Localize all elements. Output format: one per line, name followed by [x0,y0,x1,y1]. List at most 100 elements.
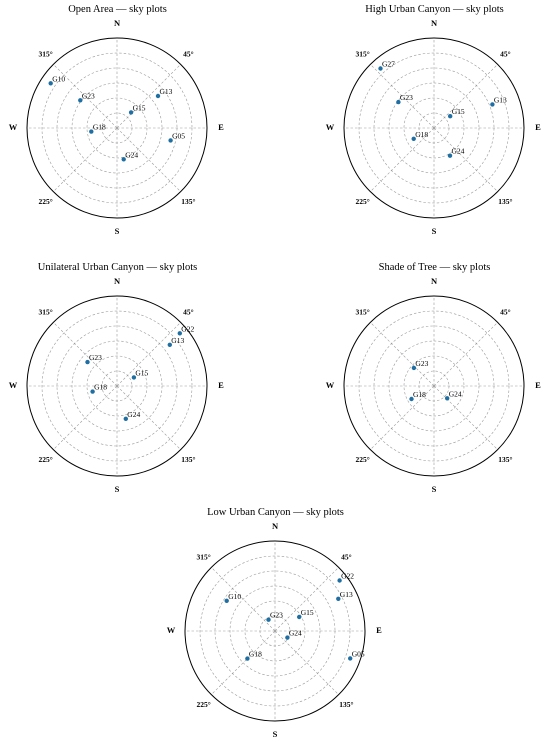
satellite-point [490,102,495,107]
direction-label: W [326,380,335,390]
satellite-point [337,578,342,583]
grid-ring [358,310,510,462]
grid-ring [41,52,193,204]
direction-label: S [432,226,437,236]
direction-label: 45° [183,49,194,58]
satellite-label: G22 [181,324,194,333]
satellite-point [48,81,53,86]
satellite-point [168,138,173,143]
satellite-point [85,359,90,365]
direction-label: S [432,484,437,494]
grid-spoke [116,64,181,129]
grid-spoke [274,567,339,632]
satellite-label: G10 [228,592,241,601]
direction-label: S [273,729,278,739]
satellite-label: G27 [382,60,395,69]
direction-label: W [326,122,335,132]
direction-label: E [376,625,382,635]
direction-label: N [431,18,438,28]
grid-spoke [433,385,498,450]
direction-label: 135° [181,197,195,206]
satellite-label: G23 [82,91,95,100]
satellite-point [177,331,182,336]
satellite-label: G22 [341,572,354,581]
chart-title: High Urban Canyon — sky plots [365,4,504,15]
satellite-point [378,66,383,71]
direction-label: 315° [38,307,52,316]
satellite-point [445,396,450,401]
direction-label: 135° [498,455,512,464]
satellite-point [285,635,290,640]
direction-label: E [218,122,224,132]
satellite-point [396,99,401,105]
sky-plot-unilateral-urban-canyon: Unilateral Urban Canyon — sky plots N 45°… [0,258,235,503]
polar-plot: N 45° E 135° S 225° W 315° G27 G23 G15 G13 G18 G24 [326,18,541,236]
satellite-point [121,157,126,162]
direction-label: 225° [196,700,210,709]
direction-label: N [431,276,438,286]
satellite-point [245,656,250,661]
satellite-point [89,129,94,134]
satellite-label: G23 [270,611,283,620]
direction-label: 45° [500,49,511,58]
satellite-point [411,365,417,371]
satellite-label: G15 [301,608,314,617]
satellite-label: G18 [94,383,107,392]
satellite-point [448,114,453,119]
sky-plot-low-urban-canyon: Low Urban Canyon — sky plots N 45° E 135° S 2… [158,503,393,748]
sky-plot-high-urban-canyon: High Urban Canyon — sky plots N 45° E 135° S… [317,0,550,245]
direction-label: 315° [38,49,52,58]
direction-label: 315° [196,552,210,561]
satellite-point [123,416,128,421]
satellite-label: G18 [249,650,262,659]
satellite-point [297,614,302,620]
direction-label: E [535,380,541,390]
satellite-label: G18 [413,390,426,399]
grid-ring [358,52,510,204]
direction-label: 45° [183,307,194,316]
satellite-label: G13 [494,95,507,104]
satellite-point [224,598,229,603]
direction-label: 135° [498,197,512,206]
horizon-circle [26,295,208,477]
satellite-label: G24 [289,629,302,638]
satellite-label: G13 [340,590,353,599]
grid-spoke [116,322,181,387]
satellite-label: G23 [415,359,428,368]
direction-label: N [272,521,279,531]
grid-ring [41,310,193,462]
grid-spoke [211,630,276,695]
polar-plot: N 45° E 135° S 225° W 315° G22 G13 G23 G15 G18 G24 [9,276,224,494]
grid-spoke [370,322,435,387]
grid-spoke [274,630,339,695]
satellite-point [411,136,416,141]
direction-label: 225° [355,197,369,206]
chart-title: Open Area — sky plots [68,4,167,15]
satellite-point [409,396,414,402]
satellite-label: G24 [125,150,138,159]
direction-label: 225° [38,455,52,464]
satellite-label: G18 [93,123,106,132]
grid-spoke [53,322,118,387]
satellite-label: G23 [400,93,413,102]
satellite-label: G15 [133,103,146,112]
satellite-label: G15 [452,107,465,116]
direction-label: N [114,276,121,286]
horizon-circle [184,540,366,722]
grid-ring [199,555,351,707]
direction-label: 225° [355,455,369,464]
satellite-label: G24 [452,147,465,156]
grid-spoke [433,322,498,387]
sky-plot-open-area: Open Area — sky plots N 45° E 135° S 225° W 315… [0,0,235,245]
direction-label: E [535,122,541,132]
satellite-label: G23 [89,353,102,362]
satellite-point [167,342,172,347]
satellite-label: G05 [352,649,365,658]
chart-title: Low Urban Canyon — sky plots [207,507,344,518]
grid-ring [403,97,465,159]
grid-spoke [433,127,498,192]
horizon-circle [343,295,525,477]
grid-spoke [53,127,118,192]
grid-ring [86,355,148,417]
polar-plot: N 45° E 135° S 225° W 315° G10 G23 G15 G13 G18 G05 G24 [9,18,224,236]
